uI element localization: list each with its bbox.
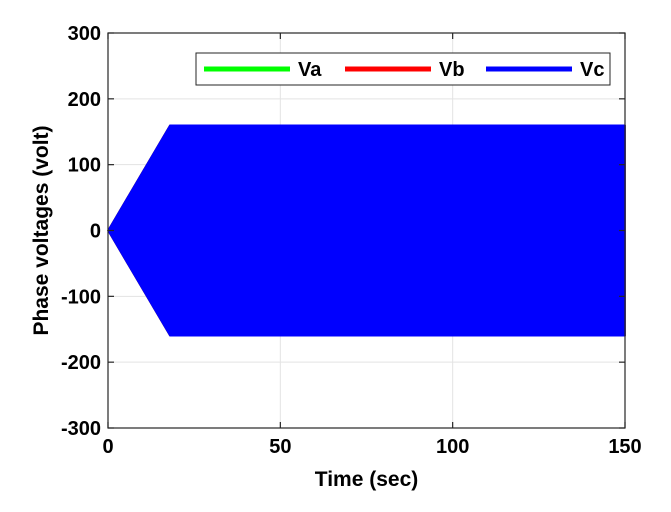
tick-marks bbox=[107, 32, 626, 429]
x-tick-label: 0 bbox=[102, 436, 113, 458]
legend-label: Va bbox=[298, 59, 322, 81]
x-tick-label: 150 bbox=[608, 436, 641, 458]
y-tick-label: 100 bbox=[68, 155, 101, 177]
y-tick-label: -100 bbox=[61, 286, 101, 308]
x-tick-label: 50 bbox=[269, 436, 291, 458]
y-tick-label: 200 bbox=[68, 89, 101, 111]
x-axis-title: Time (sec) bbox=[315, 468, 419, 491]
series-vc bbox=[107, 124, 626, 337]
legend-item-vb: Vb bbox=[345, 59, 465, 81]
tick-labels: 0 50 100 150 300 200 100 0 -100 -200 -300 bbox=[61, 23, 642, 458]
y-tick-label: -300 bbox=[61, 418, 101, 440]
y-tick-label: -200 bbox=[61, 352, 101, 374]
legend-label: Vc bbox=[580, 59, 604, 81]
x-tick-label: 100 bbox=[436, 436, 469, 458]
y-tick-label: 300 bbox=[68, 23, 101, 45]
legend: Va Vb Vc bbox=[195, 52, 611, 86]
y-tick-label: 0 bbox=[90, 221, 101, 243]
y-axis-title: Phase voltages (volt) bbox=[30, 125, 53, 335]
legend-label: Vb bbox=[439, 59, 465, 81]
legend-item-vc: Vc bbox=[486, 59, 604, 81]
series-group bbox=[107, 124, 626, 337]
legend-item-va: Va bbox=[204, 59, 322, 81]
